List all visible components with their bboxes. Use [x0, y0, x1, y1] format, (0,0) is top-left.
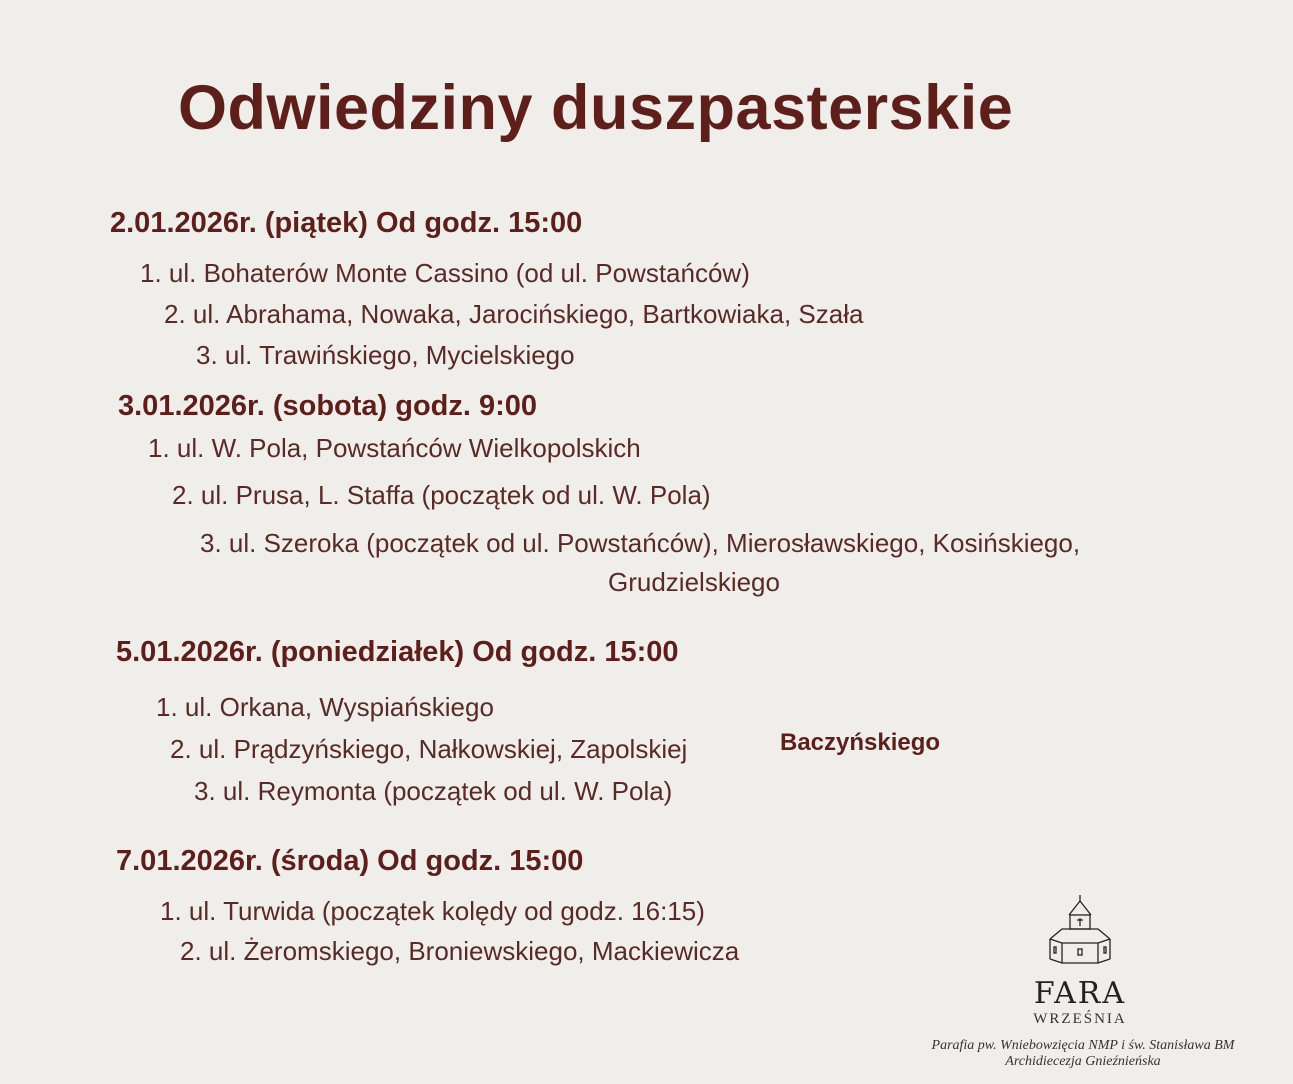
parish-footer: Parafia pw. Wniebowzięcia NMP i św. Stan… [905, 1038, 1261, 1070]
list-item: 1. ul. W. Pola, Powstańców Wielkopolskic… [148, 433, 641, 463]
list-item: 2. ul. Prądzyńskiego, Nałkowskiej, Zapol… [170, 734, 688, 764]
church-icon [1049, 895, 1111, 964]
day-heading: 2.01.2026r. (piątek) Od godz. 15:00 [110, 207, 583, 239]
list-item: 2. ul. Abrahama, Nowaka, Jarocińskiego, … [164, 299, 864, 329]
logo-city: WRZEŚNIA [1033, 1011, 1127, 1027]
footer-line-2: Archidiecezja Gnieźnieńska [1005, 1054, 1161, 1069]
list-item: 2. ul. Prusa, L. Staffa (początek od ul.… [172, 480, 711, 510]
parish-logo: FARA WRZEŚNIA [1000, 893, 1160, 1028]
list-item: 3. ul. Trawińskiego, Mycielskiego [196, 340, 575, 370]
list-item: 2. ul. Żeromskiego, Broniewskiego, Macki… [180, 936, 740, 966]
list-item: 3. ul. Reymonta (początek od ul. W. Pola… [194, 776, 673, 806]
footer-line-1: Parafia pw. Wniebowzięcia NMP i św. Stan… [931, 1038, 1235, 1053]
day-heading: 7.01.2026r. (środa) Od godz. 15:00 [116, 845, 584, 877]
list-item: 3. ul. Szeroka (początek od ul. Powstańc… [200, 528, 1081, 558]
day-heading: 5.01.2026r. (poniedziałek) Od godz. 15:0… [116, 636, 679, 668]
list-item: 1. ul. Bohaterów Monte Cassino (od ul. P… [140, 258, 750, 288]
added-note: Baczyńskiego [780, 729, 941, 756]
list-item: Grudzielskiego [608, 567, 780, 597]
logo-name: FARA [1033, 976, 1127, 1011]
day-heading: 3.01.2026r. (sobota) godz. 9:00 [118, 390, 538, 422]
list-item: 1. ul. Orkana, Wyspiańskiego [156, 692, 494, 722]
page-title: Odwiedziny duszpasterskie [178, 73, 1014, 143]
list-item: 1. ul. Turwida (początek kolędy od godz.… [160, 896, 705, 926]
